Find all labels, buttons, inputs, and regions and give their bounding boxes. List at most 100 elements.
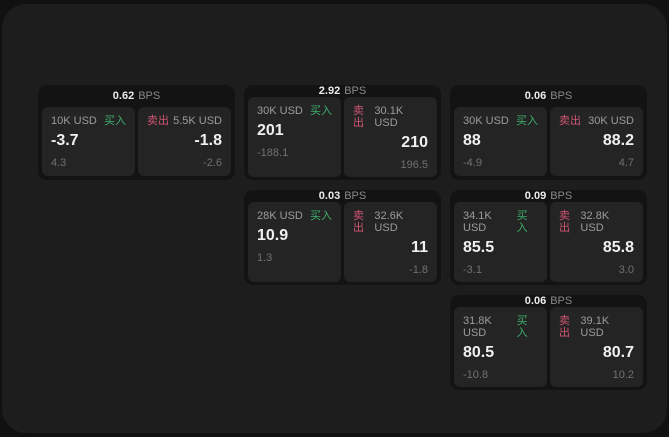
sell-side-label: 卖出 (353, 210, 364, 234)
quote-card-body: 34.1K USD 买入 85.5 -3.1 卖出 32.8K USD 85.8… (450, 202, 647, 286)
sell-amount: 32.6K USD (374, 210, 404, 234)
quote-board: 0.62 BPS 10K USD 买入 -3.7 4.3 卖出 (38, 85, 647, 390)
bps-unit-label: BPS (550, 190, 573, 202)
quote-column-3: 0.06 BPS 30K USD 买入 88 -4.9 卖出 (450, 85, 647, 390)
sell-delta: 10.2 (612, 369, 634, 381)
buy-delta: -188.1 (257, 147, 289, 159)
buy-price: 80.5 (463, 344, 495, 361)
bps-value: 0.03 (318, 190, 341, 202)
bps-value: 2.92 (318, 85, 341, 97)
quote-card: 0.62 BPS 10K USD 买入 -3.7 4.3 卖出 (38, 85, 235, 180)
buy-panel[interactable]: 28K USD 买入 10.9 1.3 (248, 202, 341, 282)
buy-side-label: 买入 (310, 210, 332, 222)
quote-card: 0.06 BPS 30K USD 买入 88 -4.9 卖出 (450, 85, 647, 180)
sell-panel[interactable]: 卖出 32.8K USD 85.8 3.0 (550, 202, 643, 282)
sell-panel[interactable]: 卖出 5.5K USD -1.8 -2.6 (138, 107, 231, 176)
bps-header: 0.06 BPS (450, 295, 647, 307)
quote-card-body: 30K USD 买入 88 -4.9 卖出 30K USD 88.2 4.7 (450, 107, 647, 180)
sell-panel[interactable]: 卖出 30K USD 88.2 4.7 (550, 107, 643, 176)
bps-unit-label: BPS (344, 85, 367, 97)
sell-amount: 39.1K USD (580, 315, 610, 339)
buy-amount: 34.1K USD (463, 210, 492, 234)
sell-delta: 196.5 (400, 159, 428, 171)
buy-panel[interactable]: 34.1K USD 买入 85.5 -3.1 (454, 202, 547, 282)
sell-side-label: 卖出 (353, 105, 364, 129)
quote-column-1: 0.62 BPS 10K USD 买入 -3.7 4.3 卖出 (38, 85, 235, 180)
buy-delta: -4.9 (463, 157, 482, 169)
buy-panel-top: 30K USD 买入 (463, 115, 538, 127)
sell-amount: 30.1K USD (374, 105, 404, 129)
sell-amount: 32.8K USD (580, 210, 610, 234)
sell-price: 85.8 (602, 239, 634, 256)
buy-amount: 30K USD (257, 105, 303, 117)
buy-panel-top: 28K USD 买入 (257, 210, 332, 222)
quote-card-body: 10K USD 买入 -3.7 4.3 卖出 5.5K USD -1.8 -2.… (38, 107, 235, 180)
sell-price: -1.8 (194, 132, 222, 149)
buy-side-label: 买入 (104, 115, 126, 127)
buy-panel-top: 34.1K USD 买入 (463, 210, 538, 234)
bps-unit-label: BPS (138, 90, 161, 102)
quote-card: 0.09 BPS 34.1K USD 买入 85.5 -3.1 卖出 (450, 190, 647, 285)
bps-value: 0.62 (112, 90, 135, 102)
buy-panel[interactable]: 30K USD 买入 88 -4.9 (454, 107, 547, 176)
sell-panel-top: 卖出 30K USD (559, 115, 634, 127)
sell-panel-top: 卖出 32.6K USD (353, 210, 428, 234)
sell-panel[interactable]: 卖出 39.1K USD 80.7 10.2 (550, 307, 643, 387)
bps-header: 0.62 BPS (38, 85, 235, 107)
quote-card-body: 30K USD 买入 201 -188.1 卖出 30.1K USD 210 1… (244, 97, 441, 181)
sell-price: 210 (401, 134, 428, 151)
buy-panel-top: 30K USD 买入 (257, 105, 332, 117)
buy-side-label: 买入 (516, 315, 528, 339)
sell-side-label: 卖出 (147, 115, 169, 127)
sell-panel[interactable]: 卖出 32.6K USD 11 -1.8 (344, 202, 437, 282)
buy-delta: 4.3 (51, 157, 67, 169)
buy-delta: 1.3 (257, 252, 273, 264)
buy-panel-top: 31.8K USD 买入 (463, 315, 538, 339)
quote-column-2: 2.92 BPS 30K USD 买入 201 -188.1 卖出 (244, 85, 441, 285)
sell-panel-top: 卖出 5.5K USD (147, 115, 222, 127)
sell-price: 11 (411, 239, 428, 256)
bps-header: 0.06 BPS (450, 85, 647, 107)
buy-price: 10.9 (257, 227, 289, 244)
sell-delta: 3.0 (618, 264, 634, 276)
bps-unit-label: BPS (550, 295, 573, 307)
sell-delta: 4.7 (618, 157, 634, 169)
bps-value: 0.09 (524, 190, 547, 202)
buy-side-label: 买入 (516, 115, 538, 127)
buy-panel[interactable]: 31.8K USD 买入 80.5 -10.8 (454, 307, 547, 387)
buy-panel[interactable]: 10K USD 买入 -3.7 4.3 (42, 107, 135, 176)
bps-unit-label: BPS (344, 190, 367, 202)
sell-panel[interactable]: 卖出 30.1K USD 210 196.5 (344, 97, 437, 177)
bps-header: 2.92 BPS (244, 85, 441, 97)
bps-unit-label: BPS (550, 90, 573, 102)
buy-price: 85.5 (463, 239, 495, 256)
quote-card: 0.03 BPS 28K USD 买入 10.9 1.3 卖出 (244, 190, 441, 285)
buy-delta: -10.8 (463, 369, 489, 381)
buy-amount: 28K USD (257, 210, 303, 222)
bps-header: 0.03 BPS (244, 190, 441, 202)
sell-side-label: 卖出 (559, 210, 570, 234)
buy-side-label: 买入 (516, 210, 528, 234)
quote-card: 2.92 BPS 30K USD 买入 201 -188.1 卖出 (244, 85, 441, 180)
buy-price: 201 (257, 122, 284, 139)
sell-panel-top: 卖出 30.1K USD (353, 105, 428, 129)
buy-amount: 10K USD (51, 115, 97, 127)
buy-amount: 30K USD (463, 115, 509, 127)
quote-card-body: 28K USD 买入 10.9 1.3 卖出 32.6K USD 11 -1.8 (244, 202, 441, 286)
bps-value: 0.06 (524, 295, 547, 307)
buy-amount: 31.8K USD (463, 315, 492, 339)
sell-amount: 30K USD (588, 115, 634, 127)
app-window: 0.62 BPS 10K USD 买入 -3.7 4.3 卖出 (2, 4, 667, 433)
sell-price: 88.2 (602, 132, 634, 149)
buy-price: 88 (463, 132, 481, 149)
quote-card-body: 31.8K USD 买入 80.5 -10.8 卖出 39.1K USD 80.… (450, 307, 647, 391)
quote-card: 0.06 BPS 31.8K USD 买入 80.5 -10.8 卖 (450, 295, 647, 390)
sell-delta: -1.8 (409, 264, 428, 276)
buy-panel-top: 10K USD 买入 (51, 115, 126, 127)
bps-header: 0.09 BPS (450, 190, 647, 202)
sell-delta: -2.6 (203, 157, 222, 169)
sell-price: 80.7 (602, 344, 634, 361)
sell-amount: 5.5K USD (173, 115, 222, 127)
buy-panel[interactable]: 30K USD 买入 201 -188.1 (248, 97, 341, 177)
sell-side-label: 卖出 (559, 315, 570, 339)
